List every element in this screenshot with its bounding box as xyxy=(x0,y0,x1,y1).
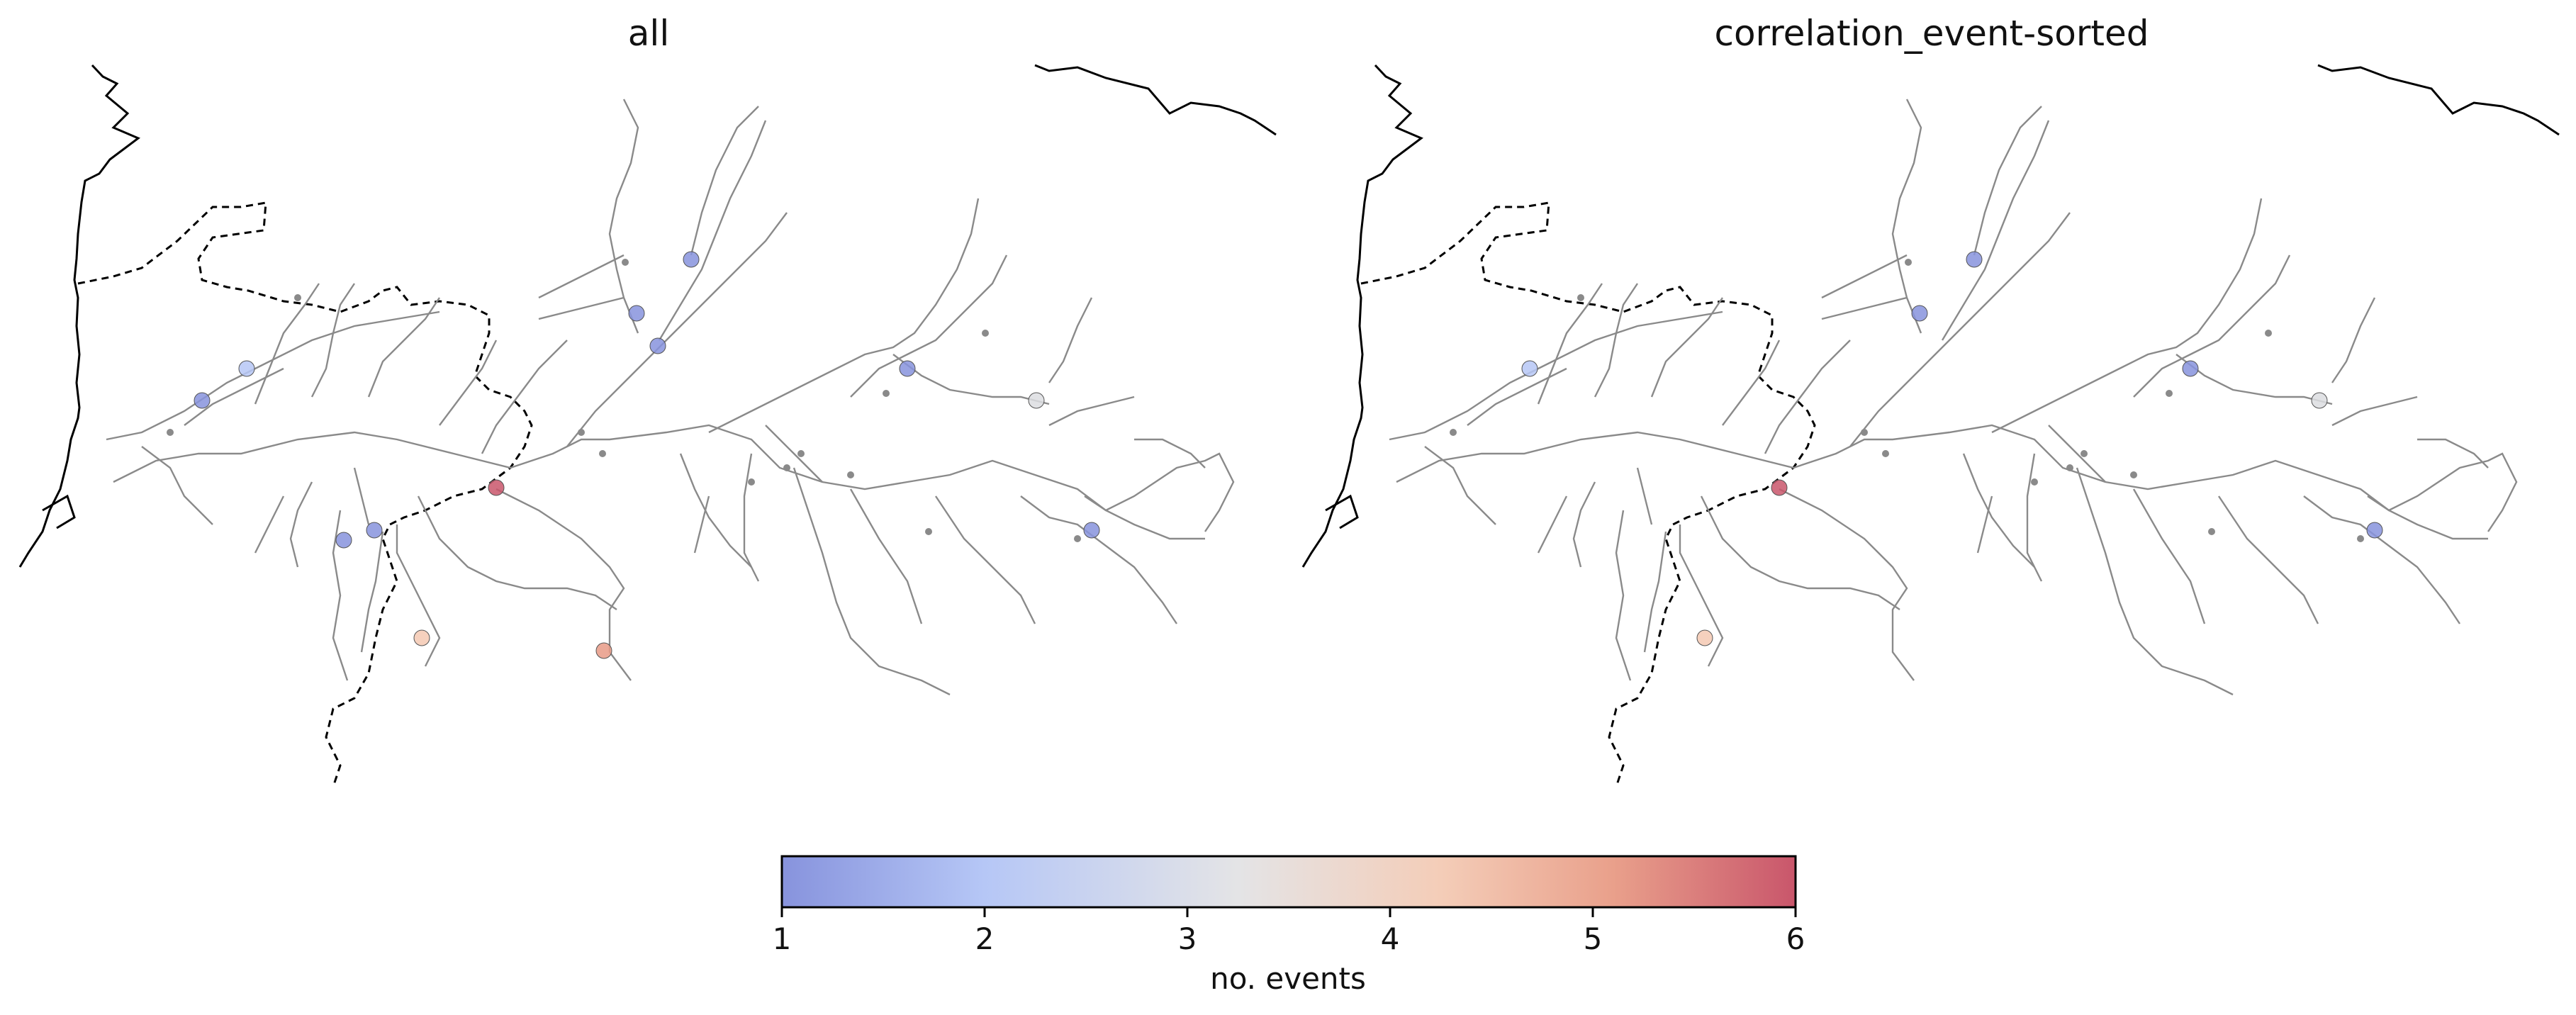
event-marker xyxy=(2182,360,2199,377)
event-marker xyxy=(628,305,645,322)
event-marker xyxy=(488,479,505,496)
event-marker xyxy=(413,629,430,646)
event-marker xyxy=(335,532,352,549)
event-marker xyxy=(899,360,916,377)
markers-all xyxy=(194,251,1100,659)
event-marker xyxy=(595,642,612,659)
event-marker xyxy=(366,522,383,539)
colorbar-tick-label: 3 xyxy=(1177,921,1197,956)
event-marker xyxy=(1911,305,1928,322)
colorbar-ticks xyxy=(780,907,1797,917)
event-marker xyxy=(194,392,211,409)
event-marker xyxy=(1966,251,1983,268)
event-marker xyxy=(1028,392,1045,409)
event-marker xyxy=(1696,629,1713,646)
event-marker xyxy=(238,360,255,377)
colorbar-tick-label: 2 xyxy=(975,921,995,956)
map-panel-all xyxy=(18,64,1277,788)
colorbar xyxy=(780,855,1797,909)
event-marker xyxy=(2311,392,2328,409)
event-marker xyxy=(1771,479,1788,496)
event-marker xyxy=(1521,360,1538,377)
colorbar-label: no. events xyxy=(1210,961,1366,996)
colorbar-tick-label: 5 xyxy=(1583,921,1603,956)
event-marker xyxy=(2366,522,2383,539)
event-marker xyxy=(649,337,666,354)
map-panel-correlation-event-sorted xyxy=(1301,64,2560,788)
markers-sorted xyxy=(1521,251,2383,646)
event-marker xyxy=(683,251,700,268)
panel-title-correlation-event-sorted: correlation_event-sorted xyxy=(1714,13,2149,54)
panel-title-all: all xyxy=(627,13,670,54)
colorbar-tick-label: 6 xyxy=(1786,921,1805,956)
colorbar-tick-label: 1 xyxy=(772,921,792,956)
colorbar-tick-label: 4 xyxy=(1380,921,1400,956)
event-marker xyxy=(1083,522,1100,539)
